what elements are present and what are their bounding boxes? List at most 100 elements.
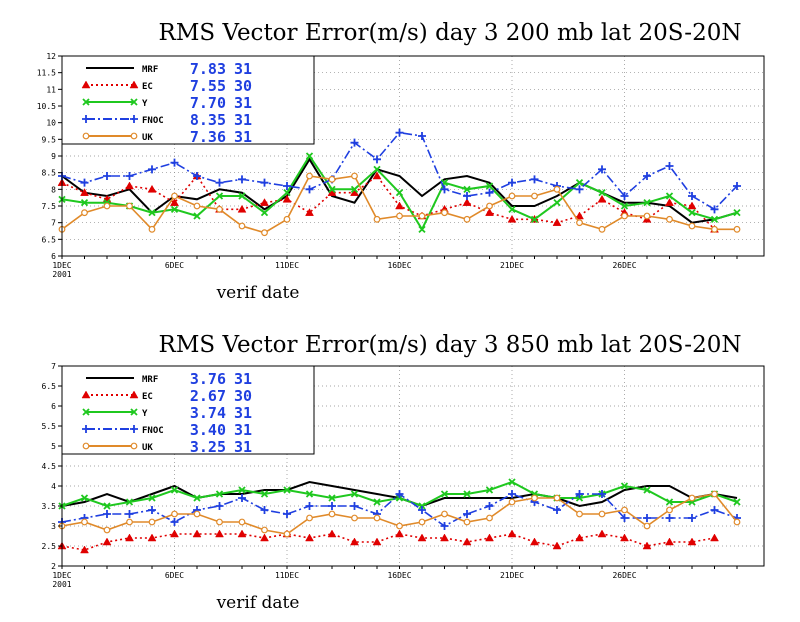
data-point: [598, 490, 606, 498]
y-tick-label: 7: [51, 219, 56, 228]
data-point: [170, 198, 179, 206]
data-point: [351, 514, 358, 522]
series-uk: [58, 172, 741, 237]
legend-mean-value: 7.70: [190, 94, 226, 112]
data-point: [148, 209, 156, 217]
data-point: [283, 215, 291, 223]
data-point: [508, 478, 516, 486]
data-point: [373, 215, 381, 223]
data-point: [711, 490, 718, 498]
data-point: [733, 498, 741, 506]
data-point: [147, 184, 157, 193]
legend-mean-value: 8.35: [190, 111, 226, 129]
legend-label: FNOC: [142, 426, 164, 436]
legend-swatch-marker: [81, 80, 91, 89]
data-point: [170, 205, 179, 213]
series-y: [58, 152, 741, 233]
data-point: [238, 192, 246, 200]
data-point: [620, 202, 629, 210]
data-point: [688, 222, 696, 230]
data-point: [576, 510, 583, 518]
y-tick-label: 8.5: [42, 169, 57, 178]
data-point: [666, 215, 673, 223]
data-point: [621, 212, 628, 220]
legend-swatch-marker: [82, 98, 90, 106]
legend-mean-value: 7.83: [190, 60, 226, 78]
data-point: [373, 514, 381, 522]
data-point: [373, 498, 381, 506]
data-point: [395, 529, 404, 538]
data-point: [665, 537, 674, 546]
series-layer: [57, 128, 741, 237]
data-point: [238, 486, 246, 494]
legend-mean-value: 7.55: [190, 77, 226, 95]
series-fnoc: [58, 128, 741, 214]
data-point: [350, 502, 359, 510]
data-point: [462, 537, 472, 546]
legend-swatch-marker: [130, 132, 138, 140]
legend-label: Y: [142, 409, 148, 419]
data-point: [575, 490, 584, 498]
data-point: [193, 510, 201, 518]
legend-swatch-marker: [82, 425, 90, 433]
y-tick-label: 3.5: [42, 502, 57, 511]
y-tick-label: 2: [51, 562, 56, 571]
data-point: [665, 514, 674, 522]
x-tick-label: 16DEC: [387, 261, 411, 270]
data-point: [148, 506, 156, 514]
data-point: [418, 132, 426, 140]
data-point: [417, 533, 427, 542]
data-point: [148, 494, 156, 502]
data-point: [260, 178, 269, 187]
y-tick-label: 6.5: [42, 382, 57, 391]
data-point: [125, 181, 134, 190]
data-point: [372, 537, 382, 546]
data-point: [193, 212, 201, 220]
data-point: [508, 178, 516, 187]
data-point: [597, 529, 607, 538]
axes: 2 2.5 3 3.5 4 4.5 5 5.5 6 6.5 7 1DEC 6DEC 11DEC 16DEC 2…: [42, 362, 738, 589]
y-tick-label: 6.5: [42, 235, 57, 244]
y-tick-label: 9: [51, 152, 56, 161]
data-point: [261, 526, 268, 534]
x-axis-label: verif date: [216, 283, 300, 303]
data-point: [81, 209, 88, 217]
legend-label: FNOC: [142, 116, 164, 126]
y-tick-label: 11: [46, 85, 56, 94]
legend-entry-ec: EC 2.67 30: [81, 387, 252, 405]
legend-mean-value: 3.74: [190, 404, 226, 422]
data-point: [642, 541, 652, 550]
data-point: [351, 172, 358, 180]
data-point: [125, 498, 134, 506]
data-point: [463, 192, 471, 200]
x-tick-label: 6DEC: [165, 571, 184, 580]
data-point: [147, 533, 157, 542]
data-point: [665, 498, 674, 506]
data-point: [508, 498, 516, 506]
data-point: [621, 506, 628, 514]
data-point: [215, 192, 224, 200]
data-point: [687, 537, 697, 546]
data-point: [260, 198, 269, 206]
data-point: [598, 165, 606, 174]
data-point: [710, 533, 719, 542]
legend-box: [61, 365, 315, 455]
x-tick-label: 11DEC: [275, 571, 299, 580]
data-point: [125, 533, 134, 542]
data-point: [620, 192, 629, 200]
legend-entry-y: Y 3.74 31: [82, 404, 252, 422]
data-point: [440, 533, 449, 542]
data-point: [485, 486, 494, 494]
legend-count: 31: [234, 111, 252, 129]
data-point: [373, 155, 381, 164]
data-point: [148, 165, 156, 174]
y-tick-label: 9.5: [42, 135, 57, 144]
legend-swatch-marker: [82, 442, 90, 450]
data-point: [103, 510, 111, 518]
legend-swatch-marker: [82, 132, 90, 140]
data-point: [305, 185, 314, 194]
data-point: [350, 138, 359, 147]
data-point: [530, 175, 539, 184]
data-point: [665, 192, 674, 200]
data-point: [103, 502, 111, 510]
